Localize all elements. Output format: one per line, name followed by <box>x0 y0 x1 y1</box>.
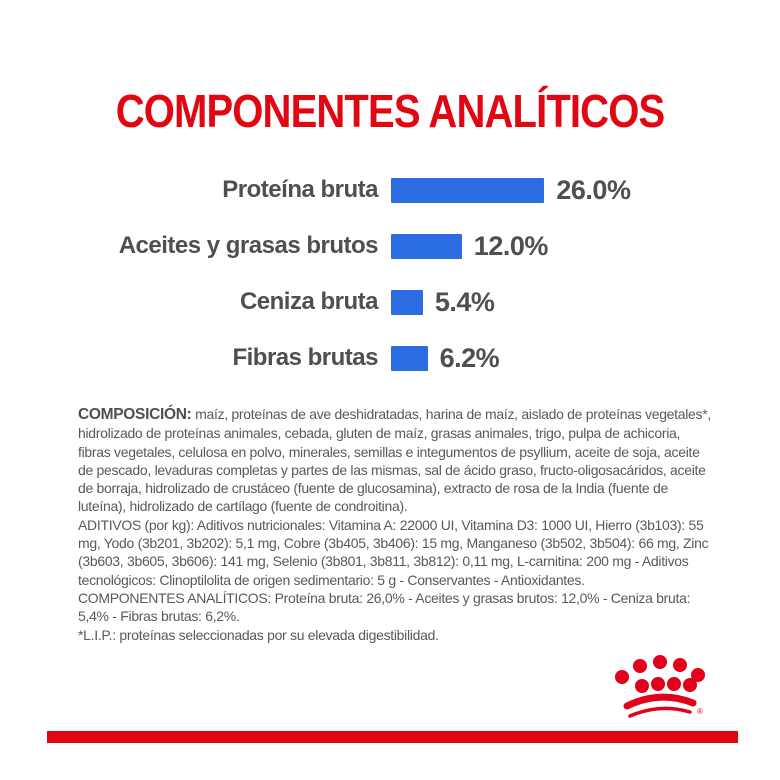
bar <box>391 233 462 259</box>
registered-mark: ® <box>697 707 703 716</box>
value-label: 26.0% <box>556 174 631 205</box>
category-label: Ceniza bruta <box>239 288 379 315</box>
royal-canin-crown-icon: ® <box>615 655 705 718</box>
composition-label: COMPOSICIÓN: <box>78 406 192 423</box>
value-label: 5.4% <box>434 286 495 317</box>
value-label: 6.2% <box>439 342 500 373</box>
category-label: Fibras brutas <box>232 344 378 371</box>
bar <box>391 177 545 203</box>
ingredients-text-block: COMPOSICIÓN: maíz, proteínas de ave desh… <box>78 405 716 644</box>
analytical-paragraph: COMPONENTES ANALÍTICOS: Proteína bruta: … <box>78 589 691 625</box>
bar <box>391 345 428 371</box>
chart-row: Aceites y grasas brutos 12.0% <box>0 218 780 274</box>
chart-row: Proteína bruta 26.0% <box>0 162 780 218</box>
category-label: Aceites y grasas brutos <box>118 232 379 259</box>
page-title: COMPONENTES ANALÍTICOS <box>115 85 665 137</box>
value-label: 12.0% <box>473 230 549 261</box>
lip-note: *L.I.P.: proteínas seleccionadas por su … <box>78 626 439 643</box>
chart-row: Ceniza bruta 5.4% <box>0 274 780 330</box>
analytical-components-chart: Proteína bruta 26.0% Aceites y grasas br… <box>0 162 780 386</box>
bar <box>391 289 423 315</box>
chart-row: Fibras brutas 6.2% <box>0 330 780 386</box>
category-label: Proteína bruta <box>222 176 378 203</box>
additives-paragraph: ADITIVOS (por kg): Aditivos nutricionale… <box>78 516 709 588</box>
composition-text: maíz, proteínas de ave deshidratadas, ha… <box>78 406 711 515</box>
footer-stripe <box>47 731 738 743</box>
composition-paragraph: COMPOSICIÓN: maíz, proteínas de ave desh… <box>78 405 716 516</box>
